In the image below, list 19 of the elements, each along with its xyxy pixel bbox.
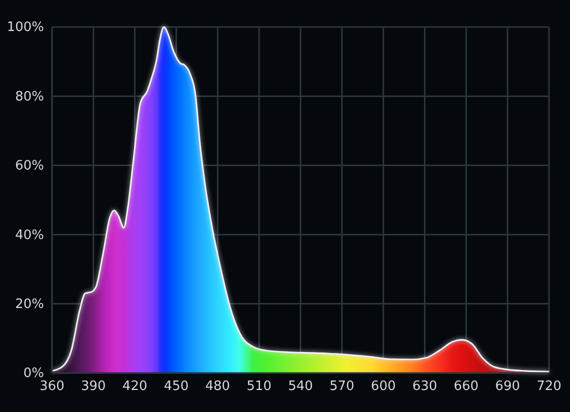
- x-tick-label: 390: [81, 379, 106, 394]
- y-tick-label: 100%: [6, 20, 44, 36]
- x-tick-label: 360: [40, 379, 64, 394]
- x-tick-label: 420: [122, 379, 148, 394]
- x-tick-label: 510: [246, 379, 272, 394]
- x-tick-label: 660: [454, 379, 479, 394]
- x-tick-label: 450: [164, 379, 189, 394]
- y-tick-label: 80%: [15, 89, 44, 104]
- x-tick-label: 720: [536, 379, 562, 394]
- x-tick-label: 630: [412, 379, 438, 394]
- y-tick-label: 60%: [15, 158, 44, 174]
- x-tick-label: 570: [330, 379, 354, 394]
- x-tick-label: 540: [288, 379, 313, 394]
- x-tick-label: 690: [495, 379, 520, 394]
- y-tick-label: 40%: [15, 228, 44, 243]
- x-tick-label: 600: [370, 379, 396, 394]
- y-tick-label: 20%: [15, 296, 44, 312]
- x-tick-label: 480: [205, 379, 230, 394]
- y-tick-label: 0%: [23, 366, 44, 382]
